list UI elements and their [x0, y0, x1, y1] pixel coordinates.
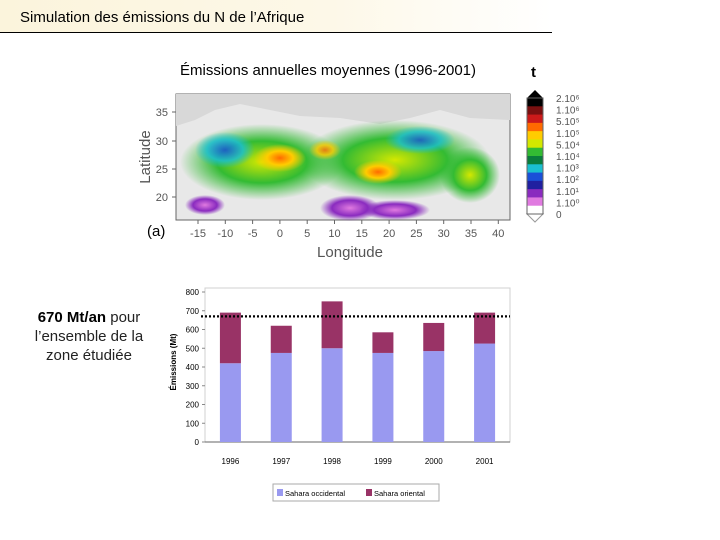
map-xtick-label: -10	[217, 228, 233, 240]
chart-ylabel: Émissions (Mt)	[169, 333, 178, 390]
map-ytick-label: 25	[156, 164, 168, 176]
emission-field	[180, 120, 500, 221]
y-tick-label: 300	[186, 382, 200, 391]
map-xtick-label: 15	[356, 228, 368, 240]
colorbar-swatch	[527, 106, 543, 116]
map-xtick-label: -5	[248, 228, 258, 240]
bar-sahara-oriental	[423, 322, 445, 352]
legend-swatch-oriental	[366, 489, 372, 496]
colorbar-swatch	[527, 172, 543, 182]
map-title: Émissions annuelles moyennes (1996-2001)	[180, 62, 477, 79]
colorbar-swatch	[527, 164, 543, 174]
map-ytick-label: 20	[156, 192, 168, 204]
legend-label: Sahara occidental	[285, 489, 345, 498]
y-tick-label: 400	[186, 363, 200, 372]
x-tick-label: 1998	[323, 457, 341, 466]
bar-sahara-occidental	[270, 352, 292, 442]
map-xlabel: Longitude	[317, 244, 383, 261]
colorbar-swatch	[527, 189, 543, 198]
colorbar-swatch	[527, 156, 543, 165]
map-ytick-label: 35	[156, 107, 168, 119]
chart-legend: Sahara occidental Sahara oriental	[272, 483, 440, 502]
emissions-bar-chart: Émissions (Mt) 0 100 200 300 400 500 600 700 800…	[169, 287, 511, 502]
map-xtick-label: 30	[438, 228, 450, 240]
colorbar-top-arrow	[527, 90, 543, 98]
colorbar-bottom-arrow	[525, 213, 545, 223]
x-tick-label: 1997	[272, 457, 290, 466]
plot-area	[204, 287, 511, 443]
legend-swatch-occidental	[277, 489, 283, 496]
x-tick-label: 1999	[374, 457, 392, 466]
map-ytick-label: 30	[156, 136, 168, 148]
colorbar-label: 1.10⁵	[556, 129, 580, 140]
bar-sahara-oriental	[219, 312, 241, 364]
colorbar-label: 1.10³	[556, 164, 579, 175]
panel-label: (a)	[147, 223, 165, 240]
y-tick-label: 0	[195, 438, 200, 447]
colorbar-swatch	[527, 197, 543, 207]
bar-sahara-occidental	[372, 352, 394, 442]
x-tick-label: 2001	[476, 457, 494, 466]
bar-sahara-oriental	[270, 325, 292, 353]
total-emissions-note: 670 Mt/an pour l’ensemble de la zone étu…	[18, 308, 160, 365]
y-tick-label: 800	[186, 288, 200, 297]
map-xtick-label: 40	[492, 228, 504, 240]
colorbar-label: 1.10⁰	[556, 198, 579, 209]
colorbar-swatch	[527, 131, 543, 140]
map-xtick-label: 0	[277, 228, 283, 240]
map-xtick-label: 35	[465, 228, 477, 240]
y-tick-label: 500	[186, 344, 200, 353]
bar-sahara-oriental	[372, 332, 394, 353]
colorbar-label: 1.10⁴	[556, 152, 580, 163]
x-tick-label: 2000	[425, 457, 443, 466]
bar-sahara-oriental	[321, 301, 343, 349]
colorbar-frame	[526, 97, 544, 215]
colorbar: 2.10⁶1.10⁶5.10⁵1.10⁵5.10⁴1.10⁴1.10³1.10²…	[525, 90, 580, 223]
bar-sahara-oriental	[474, 312, 496, 344]
colorbar-label: 5.10⁴	[556, 140, 580, 151]
colorbar-label: 2.10⁶	[556, 94, 580, 105]
page-title: Simulation des émissions du N de l’Afriq…	[20, 9, 305, 26]
map-ylabel: Latitude	[137, 130, 154, 183]
legend-label: Sahara oriental	[374, 489, 425, 498]
map-xtick-label: 25	[410, 228, 422, 240]
emission-map: -15 -10 -5 0 5 10 15 20 25 30 35 40 35 30 25 20 (a) Lon…	[137, 93, 511, 261]
colorbar-swatch	[527, 122, 543, 132]
y-tick-label: 100	[186, 419, 200, 428]
map-xtick-label: 5	[304, 228, 310, 240]
map-axes: -15 -10 -5 0 5 10 15 20 25 30 35 40 35 30 25 20	[156, 107, 505, 240]
y-tick-label: 200	[186, 401, 200, 410]
colorbar-swatch	[527, 98, 543, 107]
title-band	[0, 0, 552, 33]
colorbar-label: 1.10¹	[556, 187, 579, 198]
colorbar-swatch	[527, 114, 543, 124]
colorbar-label: 1.10²	[556, 175, 579, 186]
colorbar-swatch	[527, 147, 543, 157]
legend-box	[272, 483, 440, 502]
bar-sahara-occidental	[321, 348, 343, 442]
colorbar-unit: t	[531, 64, 536, 81]
colorbar-label: 0	[556, 210, 562, 221]
total-emissions-value: 670 Mt/an	[37, 309, 107, 326]
colorbar-swatch	[527, 139, 543, 149]
total-emissions-text: pour l’ensemble de la zone étudiée	[34, 309, 144, 364]
colorbar-swatch	[527, 205, 543, 215]
colorbar-swatch	[527, 180, 543, 190]
map-xtick-label: 10	[328, 228, 340, 240]
bar-sahara-occidental	[423, 351, 445, 442]
colorbar-label: 5.10⁵	[556, 117, 580, 128]
bar-sahara-occidental	[219, 363, 241, 442]
y-tick-label: 600	[186, 326, 200, 335]
sea-area	[176, 94, 510, 126]
x-tick-label: 1996	[222, 457, 240, 466]
y-tick-label: 700	[186, 307, 200, 316]
colorbar-label: 1.10⁶	[556, 106, 580, 117]
bar-sahara-occidental	[474, 343, 496, 442]
map-xtick-label: -15	[190, 228, 206, 240]
map-xtick-label: 20	[383, 228, 395, 240]
